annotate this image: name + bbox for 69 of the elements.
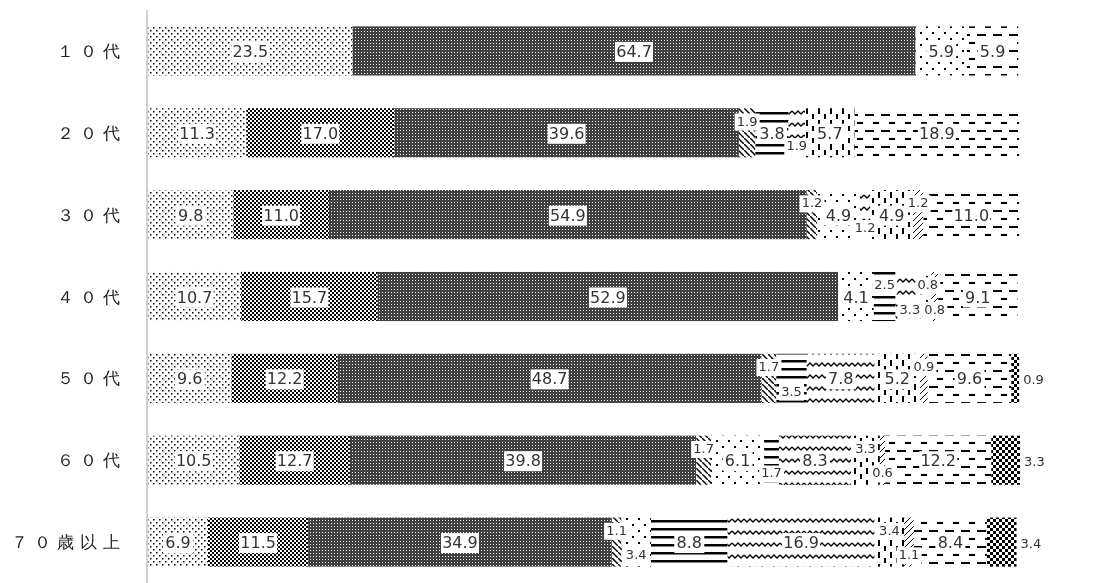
data-label: 11.0 <box>263 205 299 225</box>
data-label: 4.9 <box>878 205 905 225</box>
data-label: 39.6 <box>548 123 585 143</box>
data-label: 3.3 <box>899 301 921 317</box>
data-label: 9.6 <box>956 369 983 389</box>
data-label: 5.9 <box>979 41 1006 61</box>
data-label: 3.5 <box>781 383 802 399</box>
data-label: 3.4 <box>1020 536 1042 552</box>
data-label: 52.9 <box>590 287 626 307</box>
data-label: 54.9 <box>550 205 586 225</box>
data-label: 1.2 <box>801 195 823 211</box>
data-label: 0.8 <box>917 277 939 293</box>
data-label: 11.5 <box>240 533 276 553</box>
data-label: 8.8 <box>676 533 703 553</box>
data-label: 0.9 <box>1023 372 1044 388</box>
data-label: 1.9 <box>736 113 758 129</box>
data-label: 1.7 <box>761 465 782 481</box>
data-label: 17.0 <box>302 123 339 143</box>
data-label: 3.3 <box>1024 454 1045 470</box>
data-label: 48.7 <box>531 369 568 389</box>
data-label: 0.6 <box>872 465 893 481</box>
data-label: 7.8 <box>828 369 854 389</box>
data-label: 1.2 <box>854 219 876 235</box>
data-label: 39.8 <box>505 451 541 471</box>
data-label: 3.4 <box>879 522 900 538</box>
data-label: 12.2 <box>266 369 303 389</box>
data-label: 16.9 <box>783 533 819 553</box>
data-label: 9.1 <box>965 287 991 307</box>
data-label: 1.1 <box>606 522 627 538</box>
data-label: 4.9 <box>825 205 852 225</box>
data-label: 5.9 <box>928 41 954 61</box>
data-label: 10.5 <box>175 451 212 471</box>
data-label: 6.1 <box>724 451 751 471</box>
data-label: 1.9 <box>786 138 808 154</box>
y-tick-label: ２０代 <box>57 122 126 143</box>
data-label: 34.9 <box>442 533 478 553</box>
data-label: 6.9 <box>165 533 191 553</box>
data-label: 15.7 <box>291 287 328 307</box>
y-tick-label: ６０代 <box>57 450 126 471</box>
data-label: 5.7 <box>817 123 843 143</box>
data-label: 3.3 <box>855 440 876 456</box>
y-tick-label: ３０代 <box>57 204 126 225</box>
y-tick-label: １０代 <box>57 40 126 61</box>
y-tick-label: ７０歳以上 <box>11 532 126 553</box>
y-tick-label: ４０代 <box>57 286 126 307</box>
data-label: 10.7 <box>176 287 213 307</box>
data-label: 2.5 <box>874 277 896 293</box>
data-label: 0.8 <box>924 301 946 317</box>
data-label: 9.8 <box>177 205 204 225</box>
data-label: 5.2 <box>884 369 911 389</box>
data-label: 0.9 <box>913 359 935 375</box>
data-label: 4.1 <box>843 287 869 307</box>
data-label: 9.6 <box>177 369 203 389</box>
data-label: 3.4 <box>625 547 647 563</box>
data-label: 11.0 <box>953 205 990 225</box>
data-label: 64.7 <box>616 41 652 61</box>
data-label: 1.7 <box>693 440 714 456</box>
data-label: 1.1 <box>898 547 920 563</box>
data-label: 3.8 <box>759 123 785 143</box>
data-label: 23.5 <box>232 41 269 61</box>
data-label: 1.7 <box>758 359 780 375</box>
data-label: 18.9 <box>919 123 955 143</box>
data-label: 1.2 <box>907 195 929 211</box>
data-label: 8.3 <box>802 451 828 471</box>
data-label: 11.3 <box>179 123 215 143</box>
data-label: 8.4 <box>937 533 964 553</box>
y-tick-label: ５０代 <box>57 368 126 389</box>
data-label: 12.2 <box>920 451 957 471</box>
data-label: 12.7 <box>276 451 313 471</box>
